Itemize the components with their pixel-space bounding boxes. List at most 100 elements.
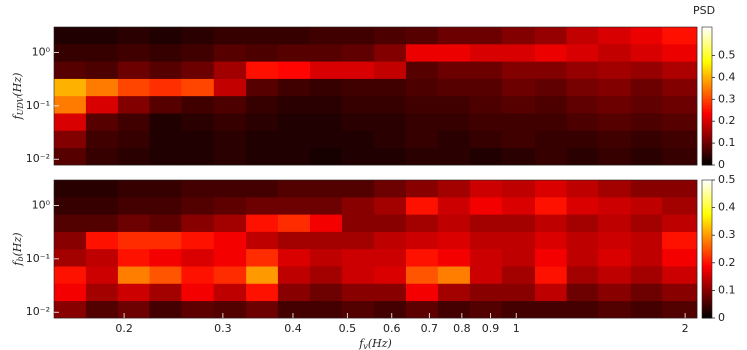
x-tick-label: 0.7	[421, 322, 439, 335]
heatmap-cell	[277, 78, 311, 97]
colorbar-strip	[702, 295, 712, 298]
heatmap-cell	[85, 231, 119, 250]
heatmap-cell	[54, 130, 87, 149]
heatmap-cell	[469, 180, 503, 198]
heatmap-cell	[598, 130, 632, 149]
colorbar-strip	[702, 77, 712, 81]
heatmap-cell	[213, 266, 247, 284]
colorbar-strip	[702, 132, 712, 136]
heatmap-cell	[310, 231, 343, 250]
colorbar-strip	[702, 142, 712, 145]
heatmap-cell	[246, 95, 279, 114]
y-tick-label: 10⁻¹	[26, 99, 50, 112]
heatmap-cell	[534, 147, 567, 166]
x-tick-label: 1	[513, 322, 520, 335]
x-tick-label: 0.3	[214, 322, 232, 335]
heatmap-cell	[662, 61, 698, 79]
colorbar-strip	[702, 130, 712, 134]
heatmap-cell	[213, 95, 247, 114]
heatmap-cell	[501, 248, 536, 267]
heatmap-cell	[54, 147, 87, 166]
heatmap-cell	[277, 197, 311, 215]
heatmap-cell	[181, 27, 215, 45]
x-tick-label: 0.9	[482, 322, 500, 335]
colorbar-strip	[702, 68, 712, 72]
colorbar-tick-label: 0.1	[718, 136, 736, 149]
heatmap-cell	[181, 300, 215, 319]
x-tick-label: 0.5	[339, 322, 357, 335]
colorbar-strip	[702, 112, 712, 115]
heatmap-cell	[630, 27, 663, 45]
heatmap-cell	[469, 44, 503, 62]
colorbar-strip	[702, 56, 712, 60]
y-tick-label: 10⁻²	[26, 305, 50, 318]
heatmap-cell	[149, 130, 182, 149]
heatmap-cell	[181, 197, 215, 215]
heatmap-cell	[501, 180, 536, 198]
heatmap-cell	[534, 113, 567, 131]
heatmap-cell	[374, 130, 407, 149]
colorbar-strip	[702, 82, 712, 85]
heatmap-cell	[598, 214, 632, 232]
colorbar-strip	[702, 219, 712, 222]
colorbar-tick-label: 0.5	[718, 48, 736, 61]
colorbar-strip	[702, 63, 712, 67]
heatmap-cell	[469, 283, 503, 302]
colorbar-strip	[702, 43, 712, 46]
heatmap-cell	[85, 95, 119, 114]
heatmap-cell	[117, 180, 150, 198]
heatmap-cell	[598, 197, 632, 215]
heatmap-cell	[54, 231, 87, 250]
heatmap-cell	[341, 180, 375, 198]
heatmap-cell	[630, 300, 663, 319]
colorbar-strip	[702, 292, 712, 296]
heatmap-cell	[437, 266, 471, 284]
heatmap-cell	[598, 113, 632, 131]
heatmap-cell	[469, 27, 503, 45]
heatmap-cell	[469, 231, 503, 250]
heatmap-cell	[117, 78, 150, 97]
heatmap-cell	[213, 248, 247, 267]
heatmap-cell	[54, 214, 87, 232]
heatmap-cell	[534, 180, 567, 198]
heatmap-cell	[246, 44, 279, 62]
colorbar-strip	[702, 47, 712, 51]
heatmap-cell	[213, 283, 247, 302]
colorbar-strip	[702, 107, 712, 111]
colorbar-strip	[702, 251, 712, 255]
heatmap-cell	[598, 283, 632, 302]
heatmap-cell	[310, 180, 343, 198]
heatmap-cell	[85, 197, 119, 215]
colorbar-tick-label: 0.2	[718, 114, 736, 127]
colorbar-strip	[702, 313, 712, 317]
heatmap-cell	[405, 27, 439, 45]
heatmap-cell	[598, 147, 632, 166]
heatmap-cell	[310, 78, 343, 97]
colorbar-strip	[702, 89, 712, 92]
heatmap-cell	[213, 61, 247, 79]
colorbar-strip	[702, 128, 712, 131]
colorbar-label: PSD	[693, 4, 715, 17]
heatmap-cell	[117, 27, 150, 45]
heatmap-cell	[566, 266, 599, 284]
heatmap-cell	[374, 95, 407, 114]
heatmap-cell	[566, 248, 599, 267]
colorbar-strip	[702, 91, 712, 95]
heatmap-cell	[149, 231, 182, 250]
colorbar-strip	[702, 223, 712, 227]
colorbar-strip	[702, 31, 712, 35]
heatmap-cell	[54, 95, 87, 114]
heatmap-cell	[405, 300, 439, 319]
heatmap-cell	[310, 61, 343, 79]
heatmap-cell	[405, 214, 439, 232]
heatmap-cell	[662, 113, 698, 131]
colorbar-strip	[702, 262, 712, 266]
heatmap-cell	[662, 44, 698, 62]
colorbar-strip	[702, 119, 712, 122]
colorbar-strip	[702, 272, 712, 275]
heatmap-cell	[437, 231, 471, 250]
heatmap-cell	[246, 61, 279, 79]
heatmap-cell	[405, 78, 439, 97]
colorbar-strip	[702, 27, 712, 30]
heatmap-cell	[501, 147, 536, 166]
